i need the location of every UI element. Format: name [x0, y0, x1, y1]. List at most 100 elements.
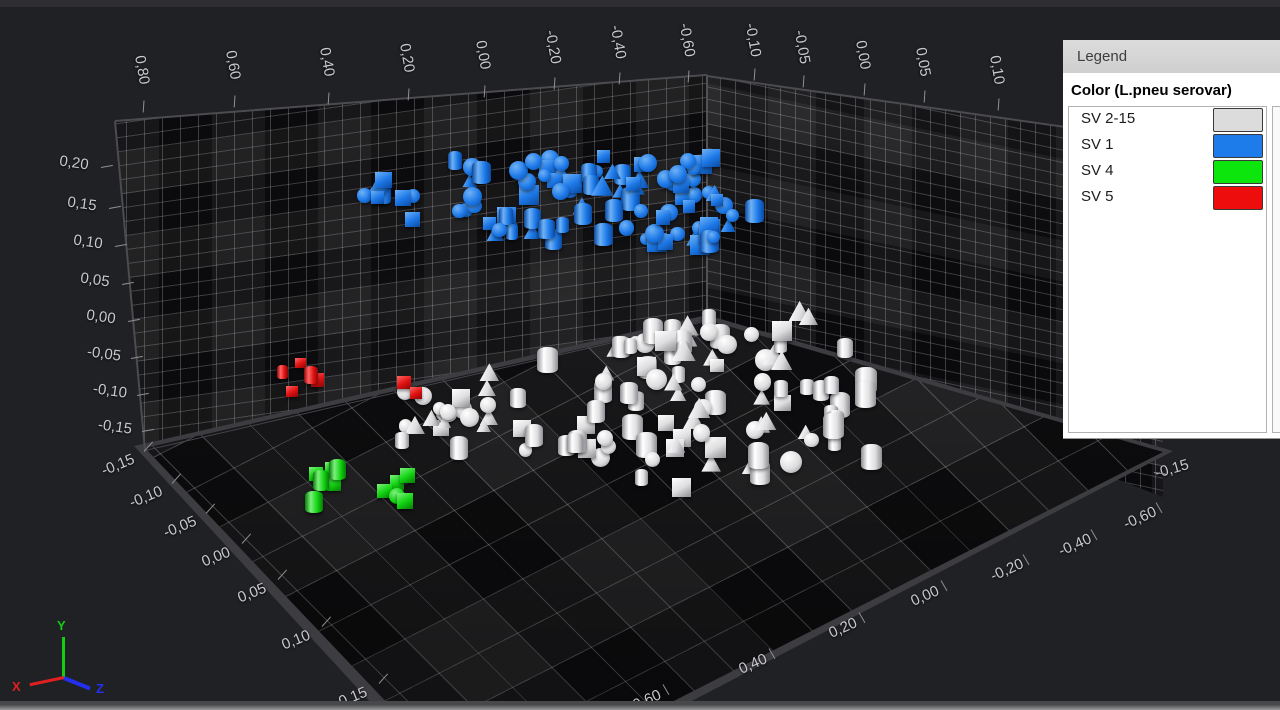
- legend-subtitle: Color (L.pneu serovar): [1071, 82, 1232, 99]
- scatter-point: [286, 386, 298, 398]
- legend-item-label: SV 1: [1081, 136, 1114, 153]
- scatter-point: [371, 190, 385, 204]
- scatter-point: [725, 208, 739, 222]
- legend-item-label: SV 4: [1081, 162, 1114, 179]
- scatter-point: [671, 477, 692, 498]
- scatter-point: [655, 330, 677, 352]
- scatter-point: [505, 224, 519, 241]
- scatter-point: [837, 338, 854, 359]
- legend-item-label: SV 5: [1081, 188, 1114, 205]
- scatter-point: [655, 210, 670, 225]
- scatter-point: [594, 222, 613, 246]
- legend-item[interactable]: SV 5: [1069, 185, 1266, 211]
- scatter-point: [604, 199, 624, 223]
- scatter-point: [682, 200, 696, 214]
- scatter-point: [394, 189, 412, 206]
- scatter-point: [587, 400, 606, 424]
- legend-color-swatch: [1213, 134, 1263, 158]
- legend-item[interactable]: SV 2-15: [1069, 107, 1266, 133]
- scatter-point: [523, 207, 542, 230]
- scatter-point: [329, 459, 346, 480]
- scatter-point: [707, 230, 721, 244]
- window-top-border: [0, 0, 1280, 7]
- triad-y-label: Y: [57, 618, 66, 633]
- scatter-point: [639, 153, 658, 172]
- scatter-point: [699, 322, 719, 342]
- scatter-point: [748, 442, 770, 469]
- scatter-point: [618, 219, 635, 236]
- legend-color-swatch: [1213, 186, 1263, 210]
- scatter-point: [508, 160, 529, 181]
- legend-item-list: SV 2-15 SV 1 SV 4 SV 5: [1068, 106, 1267, 433]
- scatter-point: [744, 199, 764, 223]
- scatter-point: [477, 379, 497, 397]
- scatter-point: [510, 388, 526, 408]
- scatter-point: [524, 153, 543, 171]
- scatter-point: [375, 171, 392, 189]
- scatter-point: [538, 218, 555, 240]
- scatter-point: [634, 469, 649, 487]
- scatter-point: [692, 424, 711, 442]
- scatter-point: [668, 164, 687, 184]
- scatter-point: [447, 151, 463, 170]
- scatter-point: [519, 185, 539, 205]
- scatter-point: [537, 346, 559, 373]
- scatter-point: [537, 168, 551, 183]
- scatter-point: [452, 203, 467, 219]
- scatter-point: [304, 366, 319, 384]
- scatter-point: [804, 432, 819, 448]
- scatter-point: [277, 365, 288, 379]
- scatter-point: [743, 326, 759, 342]
- scatter-point: [854, 380, 877, 408]
- legend-item[interactable]: SV 1: [1069, 133, 1266, 159]
- scatter-point: [480, 397, 496, 413]
- scatter-point: [771, 321, 793, 342]
- scatter-point: [823, 376, 839, 395]
- scatter-point: [800, 378, 814, 396]
- scatter-point: [395, 431, 409, 449]
- legend-color-swatch: [1213, 160, 1263, 184]
- scatter-point: [451, 388, 470, 407]
- triad-y-axis: [62, 637, 65, 678]
- scatter-point: [595, 373, 612, 390]
- scatter-point: [409, 387, 422, 400]
- scatter-point: [356, 187, 372, 203]
- scatter-point: [686, 186, 702, 203]
- scatter-point: [710, 358, 724, 373]
- scatter-point: [471, 160, 491, 185]
- scatter-point: [753, 389, 771, 405]
- legend-item[interactable]: SV 4: [1069, 159, 1266, 185]
- triad-z-label: Z: [96, 681, 104, 696]
- scatter-point: [397, 375, 411, 390]
- window-bottom-border: [0, 701, 1280, 710]
- scatter-point: [754, 373, 772, 391]
- scatter-point: [596, 429, 614, 447]
- scatter-point: [555, 216, 570, 234]
- scatter-point: [499, 207, 513, 225]
- scatter-point: [774, 379, 788, 398]
- scatter-point: [449, 436, 469, 460]
- scatter-point: [295, 357, 307, 369]
- scatter-point: [704, 436, 727, 459]
- scatter-point: [861, 443, 883, 471]
- scatter-point: [779, 451, 802, 473]
- scatter-point: [774, 394, 791, 412]
- scatter-point: [519, 443, 533, 457]
- scatter-point: [554, 156, 569, 171]
- scatter-point: [305, 490, 323, 513]
- legend-panel: Legend Color (L.pneu serovar) SV 2-15 SV …: [1063, 40, 1280, 439]
- scatter-point: [463, 186, 483, 206]
- legend-secondary-column: [1272, 106, 1280, 433]
- scatter-point: [823, 413, 845, 440]
- scatter-point: [396, 493, 413, 509]
- scatter-point: [376, 483, 392, 499]
- scatter-point: [525, 423, 544, 447]
- scatter-point: [669, 226, 685, 242]
- scatter-point: [644, 451, 660, 467]
- scatter-point: [459, 408, 480, 428]
- scatter-point: [702, 148, 721, 167]
- scatter-point: [657, 415, 674, 432]
- scatter-point: [634, 203, 649, 218]
- scatter-point: [626, 177, 641, 192]
